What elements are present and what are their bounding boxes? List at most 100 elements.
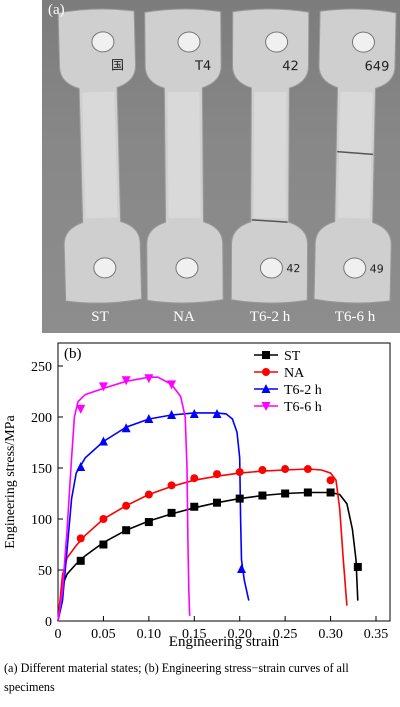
data-point [213, 470, 221, 479]
data-point [281, 489, 290, 498]
plot-frame [57, 342, 391, 622]
data-point [121, 376, 131, 386]
series-line-t6-2-h [57, 412, 250, 622]
data-point [76, 461, 86, 471]
legend-marker [262, 351, 270, 359]
data-point [281, 465, 290, 474]
data-point [189, 408, 199, 418]
specimens-illustration: 国 T4 42 42 649 49 [57, 8, 397, 304]
specimen-mark-top: 649 [364, 59, 389, 75]
y-tick-label: 50 [38, 564, 52, 579]
specimen-2: T4 [144, 8, 224, 304]
data-point [303, 488, 312, 497]
grip-hole-bottom [175, 257, 199, 279]
series-line-st [57, 491, 359, 622]
legend-marker [261, 384, 271, 393]
y-tick-label: 100 [31, 513, 52, 528]
fracture-line [251, 219, 288, 223]
data-point [98, 436, 108, 446]
data-point [258, 491, 267, 500]
legend-label: NA [284, 366, 305, 381]
specimen-gauge [337, 91, 373, 219]
data-point [167, 508, 176, 517]
data-point [99, 515, 108, 523]
data-point [303, 465, 312, 474]
data-point [167, 380, 177, 390]
fracture-line [337, 150, 374, 156]
data-point [212, 408, 222, 418]
specimen-4: 649 49 [313, 8, 397, 304]
grip-hole-top [351, 31, 375, 53]
specimen-mark-bottom: 42 [286, 262, 300, 275]
x-tick-label: 0.15 [182, 627, 207, 642]
data-point [190, 474, 199, 483]
y-tick-label: 150 [31, 462, 52, 477]
data-point [237, 563, 247, 573]
grip-hole-top [177, 31, 201, 53]
y-tick-label: 250 [31, 360, 52, 375]
y-tick-label: 200 [31, 411, 52, 426]
legend-label: T6-2 h [284, 383, 322, 398]
specimen-mark-bottom: 49 [370, 262, 384, 275]
specimen-label-t6-6h: T6-6 h [334, 309, 376, 325]
x-tick-label: 0.10 [137, 627, 162, 642]
photo-panel-tag: (a) [48, 2, 65, 18]
specimen-label-st: ST [91, 309, 109, 325]
data-point [258, 466, 267, 475]
data-point [353, 562, 362, 571]
specimen-mark-top: 42 [282, 59, 299, 74]
data-point [121, 423, 131, 433]
specimen-mark-top: 国 [111, 58, 124, 73]
data-point [76, 556, 85, 565]
x-tick-label: 0.30 [318, 627, 343, 642]
data-point [98, 382, 108, 392]
legend-label: ST [284, 349, 301, 364]
data-point [122, 526, 131, 535]
data-point [235, 494, 244, 503]
grip-hole-bottom [343, 257, 367, 279]
specimen-photo: 国 T4 42 42 649 49 (a) ST NA T6-2 h T6-6 h [42, 0, 400, 333]
data-point [144, 490, 153, 499]
specimen-gauge [253, 91, 287, 219]
x-tick-label: 0.35 [364, 627, 389, 642]
data-point [326, 476, 335, 485]
data-point [213, 498, 221, 507]
x-axis-title: Engineering strain [168, 634, 280, 650]
x-tick-label: 0.25 [273, 627, 298, 642]
series-line-t6-6-h [57, 376, 191, 622]
specimen-mark-top: T4 [194, 59, 211, 74]
y-tick-label: 0 [45, 615, 52, 630]
data-point [76, 404, 86, 414]
grip-hole-top [91, 31, 115, 53]
specimen-label-t6-2h: T6-2 h [249, 309, 291, 325]
stress-strain-chart: (b) 0 0.05 0.10 0.15 0.20 0.25 0.30 0.35 0 50 100 1… [3, 342, 391, 642]
legend-marker [261, 402, 271, 411]
figure-caption: (a) Different material states; (b) Engin… [4, 661, 349, 694]
data-point [190, 502, 199, 511]
grip-hole-top [265, 31, 289, 53]
x-tick-label: 0 [55, 627, 62, 642]
data-point [326, 488, 335, 497]
data-point [144, 518, 153, 527]
data-point [235, 468, 244, 477]
data-point [167, 409, 177, 419]
chart-panel-tag: (b) [64, 346, 82, 362]
data-point [99, 540, 108, 549]
grip-hole-bottom [259, 257, 283, 279]
x-tick-label: 0.05 [91, 627, 116, 642]
data-point [144, 414, 154, 424]
data-point [76, 534, 85, 543]
grip-hole-bottom [93, 257, 117, 279]
specimen-1: 国 [57, 8, 143, 304]
x-tick-label: 0.20 [227, 627, 252, 642]
specimen-label-na: NA [173, 309, 195, 325]
specimen-gauge [82, 91, 118, 219]
data-point [167, 481, 176, 490]
y-axis-label: Engineering stress/MPa [3, 415, 18, 549]
data-point [144, 374, 154, 384]
specimen-gauge [167, 91, 201, 219]
data-point [122, 501, 131, 510]
legend-label: T6-6 h [284, 400, 322, 415]
specimen-3: 42 42 [230, 8, 310, 304]
legend-marker [262, 368, 270, 376]
